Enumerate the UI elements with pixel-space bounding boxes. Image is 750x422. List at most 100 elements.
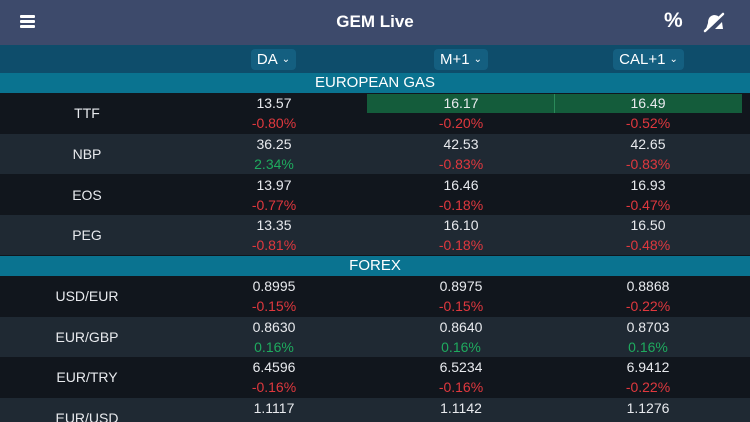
- instrument-name: EOS: [72, 187, 102, 203]
- table-row[interactable]: EUR/USD 1.1117 1.1142 1.1276: [0, 398, 750, 422]
- price-cell-da: 36.25 2.34%: [174, 134, 374, 174]
- change-value: -0.48%: [625, 237, 671, 253]
- price-value: 6.9412: [626, 359, 670, 375]
- price-value: 6.5234: [439, 359, 483, 375]
- price-value: 16.50: [630, 217, 666, 233]
- table-row[interactable]: NBP 36.25 2.34% 42.53 -0.83% 42.65 -0.83%: [0, 134, 750, 174]
- price-value: 0.8995: [252, 278, 296, 294]
- price-cell-cal1: 16.50 -0.48%: [548, 215, 748, 255]
- price-cell-cal1: 0.8868 -0.22%: [548, 276, 748, 316]
- price-cell-da: 1.1117: [174, 398, 374, 422]
- change-value: 2.34%: [254, 156, 294, 172]
- column-dropdown-label: CAL+1: [619, 51, 666, 68]
- highlight-divider: [554, 94, 555, 113]
- column-dropdown-m1[interactable]: M+1 ⌄: [434, 49, 488, 70]
- column-dropdown-cal1[interactable]: CAL+1 ⌄: [613, 49, 684, 70]
- chevron-down-icon: ⌄: [281, 54, 291, 65]
- menu-button[interactable]: [20, 14, 36, 30]
- price-value: 16.17: [443, 95, 479, 111]
- change-value: -0.15%: [438, 298, 484, 314]
- price-cell-m1: 16.17 -0.20%: [361, 93, 561, 133]
- price-value: 1.1142: [440, 400, 482, 416]
- price-cell-da: 0.8995 -0.15%: [174, 276, 374, 316]
- price-cell-da: 0.8630 0.16%: [174, 317, 374, 357]
- change-value: -0.47%: [625, 197, 671, 213]
- bell-off-icon: [703, 12, 725, 33]
- price-cell-cal1: 16.93 -0.47%: [548, 175, 748, 215]
- price-value: 1.1276: [626, 400, 670, 416]
- change-value: -0.16%: [251, 379, 297, 395]
- price-value: 16.46: [443, 177, 479, 193]
- price-value: 13.35: [256, 217, 292, 233]
- chevron-down-icon: ⌄: [473, 54, 482, 65]
- price-cell-m1: 16.10 -0.18%: [361, 215, 561, 255]
- change-value: -0.83%: [438, 156, 484, 172]
- change-value: -0.20%: [438, 115, 484, 131]
- price-cell-da: 13.57 -0.80%: [174, 93, 374, 133]
- table-row[interactable]: TTF 13.57 -0.80% 16.17 -0.20% 16.49 -0.52%: [0, 93, 750, 133]
- change-value: -0.77%: [251, 197, 297, 213]
- price-value: 1.1117: [253, 400, 295, 416]
- hamburger-line: [20, 20, 35, 23]
- price-value: 42.65: [630, 136, 666, 152]
- instrument-name: EUR/GBP: [55, 329, 119, 345]
- change-value: 0.16%: [628, 339, 668, 355]
- price-cell-cal1: 0.8703 0.16%: [548, 317, 748, 357]
- section-header-forex: FOREX: [0, 256, 750, 276]
- change-value: -0.22%: [625, 379, 671, 395]
- price-value: 0.8975: [439, 278, 483, 294]
- change-value: -0.18%: [438, 237, 484, 253]
- price-value: 0.8630: [252, 319, 296, 335]
- change-value: -0.83%: [625, 156, 671, 172]
- price-value: 0.8703: [626, 319, 670, 335]
- price-cell-cal1: 42.65 -0.83%: [548, 134, 748, 174]
- column-dropdown-da[interactable]: DA ⌄: [251, 49, 296, 70]
- price-value: 36.25: [256, 136, 292, 152]
- change-value: -0.15%: [251, 298, 297, 314]
- price-value: 16.93: [630, 177, 666, 193]
- table-row[interactable]: PEG 13.35 -0.81% 16.10 -0.18% 16.50 -0.48%: [0, 215, 750, 255]
- column-dropdown-label: M+1: [440, 51, 470, 68]
- price-cell-cal1: 1.1276: [548, 398, 748, 422]
- price-cell-cal1: 16.49 -0.52%: [548, 93, 748, 133]
- hamburger-line: [20, 25, 35, 28]
- table-row[interactable]: EOS 13.97 -0.77% 16.46 -0.18% 16.93 -0.47%: [0, 175, 750, 215]
- change-value: 0.16%: [441, 339, 481, 355]
- price-value: 16.10: [443, 217, 479, 233]
- price-flash-highlight: [367, 94, 554, 113]
- change-value: -0.18%: [438, 197, 484, 213]
- price-cell-m1: 6.5234 -0.16%: [361, 357, 561, 397]
- instrument-name: EUR/USD: [55, 410, 119, 422]
- price-cell-m1: 0.8640 0.16%: [361, 317, 561, 357]
- app-title: GEM Live: [336, 12, 414, 31]
- hamburger-menu-icon: [20, 15, 35, 18]
- price-cell-m1: 42.53 -0.83%: [361, 134, 561, 174]
- price-cell-m1: 16.46 -0.18%: [361, 175, 561, 215]
- price-cell-m1: 1.1142: [361, 398, 561, 422]
- instrument-name: USD/EUR: [55, 288, 119, 304]
- instrument-name: TTF: [74, 105, 100, 121]
- change-value: -0.81%: [251, 237, 297, 253]
- table-row[interactable]: EUR/TRY 6.4596 -0.16% 6.5234 -0.16% 6.9412…: [0, 357, 750, 397]
- change-value: -0.22%: [625, 298, 671, 314]
- column-header-row: DA ⌄ M+1 ⌄ CAL+1 ⌄: [0, 45, 750, 73]
- change-value: -0.80%: [251, 115, 297, 131]
- instrument-name: NBP: [72, 146, 102, 162]
- column-dropdown-label: DA: [256, 51, 278, 68]
- price-value: 13.57: [256, 95, 292, 111]
- change-value: 0.16%: [254, 339, 294, 355]
- table-row[interactable]: EUR/GBP 0.8630 0.16% 0.8640 0.16% 0.8703 0.…: [0, 317, 750, 357]
- price-cell-da: 13.35 -0.81%: [174, 215, 374, 255]
- price-value: 6.4596: [252, 359, 296, 375]
- table-row[interactable]: USD/EUR 0.8995 -0.15% 0.8975 -0.15% 0.8868…: [0, 276, 750, 316]
- price-value: 13.97: [256, 177, 292, 193]
- price-value: 0.8640: [439, 319, 483, 335]
- instrument-name: EUR/TRY: [56, 369, 118, 385]
- app-header: GEM Live %: [0, 0, 750, 45]
- price-cell-da: 6.4596 -0.16%: [174, 357, 374, 397]
- percent-toggle-button[interactable]: %: [664, 9, 683, 32]
- price-flash-highlight: [555, 94, 742, 113]
- price-value: 0.8868: [626, 278, 670, 294]
- chevron-down-icon: ⌄: [669, 54, 678, 65]
- notifications-toggle-button[interactable]: [702, 11, 726, 33]
